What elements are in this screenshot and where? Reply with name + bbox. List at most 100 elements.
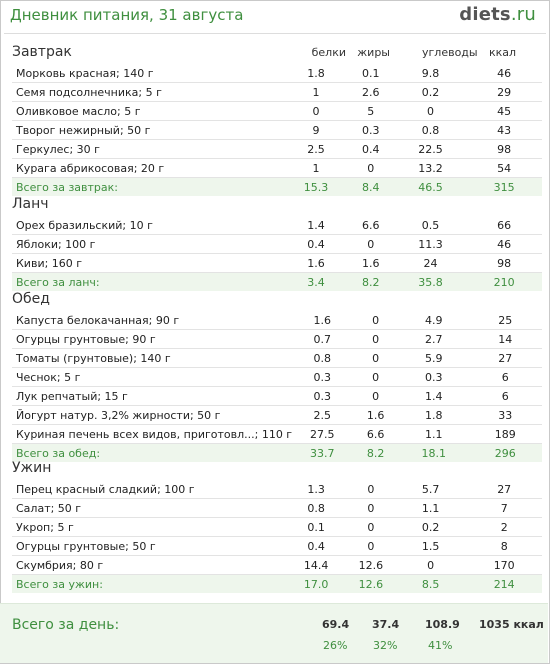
meal-section: Ланч Орех бразильский; 10 г 1.4 6.6 0.5 66 Ябл… xyxy=(0,196,550,291)
protein-value: 1.6 xyxy=(285,254,347,273)
protein-value: 0.7 xyxy=(292,330,352,349)
kcal-value: 315 xyxy=(466,178,542,197)
meal-title: Ужин xyxy=(12,460,51,476)
kcal-value: 54 xyxy=(466,159,542,178)
fat-value: 0 xyxy=(347,518,395,537)
kcal-value: 43 xyxy=(466,121,542,140)
food-name: Оливковое масло; 5 г xyxy=(12,102,285,121)
meal-section: Обед Капуста белокачанная; 90 г 1.6 0 4.9 25 О… xyxy=(0,291,550,462)
carbs-value: 1.1 xyxy=(395,499,467,518)
food-row[interactable]: Морковь красная; 140 г 1.8 0.1 9.8 46 xyxy=(12,64,542,83)
logo-main: diets xyxy=(459,4,511,25)
food-row[interactable]: Орех бразильский; 10 г 1.4 6.6 0.5 66 xyxy=(12,216,542,235)
protein-value: 1 xyxy=(285,83,347,102)
protein-value: 3.4 xyxy=(285,273,347,292)
fat-value: 0 xyxy=(352,311,399,330)
header-divider xyxy=(4,33,546,34)
meal-section: Ужин Перец красный сладкий; 100 г 1.3 0 5.7 2… xyxy=(0,460,550,593)
food-row[interactable]: Перец красный сладкий; 100 г 1.3 0 5.7 27 xyxy=(12,480,542,499)
food-row[interactable]: Яблоки; 100 г 0.4 0 11.3 46 xyxy=(12,235,542,254)
food-name: Семя подсолнечника; 5 г xyxy=(12,83,285,102)
fat-value: 5 xyxy=(347,102,395,121)
food-row[interactable]: Огурцы грунтовые; 90 г 0.7 0 2.7 14 xyxy=(12,330,542,349)
food-row[interactable]: Творог нежирный; 50 г 9 0.3 0.8 43 xyxy=(12,121,542,140)
column-header-protein: белки xyxy=(306,46,346,59)
food-row[interactable]: Лук репчатый; 15 г 0.3 0 1.4 6 xyxy=(12,387,542,406)
food-row[interactable]: Огурцы грунтовые; 50 г 0.4 0 1.5 8 xyxy=(12,537,542,556)
protein-value: 1.3 xyxy=(285,480,347,499)
day-total-panel: Всего за день: 69.4 37.4 108.9 1035 ккал… xyxy=(0,603,548,663)
protein-value: 2.5 xyxy=(285,140,347,159)
protein-value: 0.8 xyxy=(285,499,347,518)
kcal-value: 45 xyxy=(466,102,542,121)
kcal-value: 27 xyxy=(466,480,542,499)
site-logo[interactable]: diets.ru xyxy=(459,4,536,25)
kcal-value: 66 xyxy=(466,216,542,235)
meal-header: Завтрак белки жиры углеводы ккал xyxy=(0,44,550,64)
carbs-value: 2.7 xyxy=(399,330,469,349)
food-row[interactable]: Йогурт натур. 3,2% жирности; 50 г 2.5 1.6 1… xyxy=(12,406,542,425)
meal-total-row: Всего за завтрак: 15.3 8.4 46.5 315 xyxy=(12,178,542,197)
food-name: Куриная печень всех видов, приготовл...;… xyxy=(12,425,292,444)
carbs-value: 0.2 xyxy=(395,83,467,102)
kcal-value: 7 xyxy=(466,499,542,518)
protein-value: 0.8 xyxy=(292,349,352,368)
meal-table: Капуста белокачанная; 90 г 1.6 0 4.9 25 Огурц… xyxy=(12,311,542,462)
food-row[interactable]: Томаты (грунтовые); 140 г 0.8 0 5.9 27 xyxy=(12,349,542,368)
carbs-value: 0.8 xyxy=(395,121,467,140)
fat-value: 0 xyxy=(352,330,399,349)
meal-table: Орех бразильский; 10 г 1.4 6.6 0.5 66 Яблоки;… xyxy=(12,216,542,291)
kcal-value: 98 xyxy=(466,140,542,159)
fat-value: 1.6 xyxy=(347,254,395,273)
carbs-value: 0 xyxy=(395,102,467,121)
food-row[interactable]: Куриная печень всех видов, приготовл...;… xyxy=(12,425,542,444)
food-row[interactable]: Скумбрия; 80 г 14.4 12.6 0 170 xyxy=(12,556,542,575)
food-row[interactable]: Капуста белокачанная; 90 г 1.6 0 4.9 25 xyxy=(12,311,542,330)
protein-value: 9 xyxy=(285,121,347,140)
protein-value: 0.4 xyxy=(285,537,347,556)
food-row[interactable]: Курага абрикосовая; 20 г 1 0 13.2 54 xyxy=(12,159,542,178)
food-row[interactable]: Оливковое масло; 5 г 0 5 0 45 xyxy=(12,102,542,121)
day-fat-percent: 32% xyxy=(373,639,397,652)
food-row[interactable]: Чеснок; 5 г 0.3 0 0.3 6 xyxy=(12,368,542,387)
food-name: Всего за ужин: xyxy=(12,575,285,594)
protein-value: 0.4 xyxy=(285,235,347,254)
carbs-value: 1.5 xyxy=(395,537,467,556)
food-name: Морковь красная; 140 г xyxy=(12,64,285,83)
food-name: Томаты (грунтовые); 140 г xyxy=(12,349,292,368)
kcal-value: 46 xyxy=(466,235,542,254)
protein-value: 1.6 xyxy=(292,311,352,330)
carbs-value: 5.9 xyxy=(399,349,469,368)
column-header-kcal: ккал xyxy=(476,46,516,59)
food-name: Всего за ланч: xyxy=(12,273,285,292)
protein-value: 14.4 xyxy=(285,556,347,575)
protein-value: 0.3 xyxy=(292,387,352,406)
protein-value: 0 xyxy=(285,102,347,121)
food-name: Огурцы грунтовые; 50 г xyxy=(12,537,285,556)
carbs-value: 1.1 xyxy=(399,425,469,444)
meal-header: Обед xyxy=(0,291,550,311)
fat-value: 12.6 xyxy=(347,575,395,594)
food-row[interactable]: Геркулес; 30 г 2.5 0.4 22.5 98 xyxy=(12,140,542,159)
day-total-label: Всего за день: xyxy=(12,617,119,633)
food-name: Курага абрикосовая; 20 г xyxy=(12,159,285,178)
fat-value: 0 xyxy=(347,537,395,556)
meal-total-row: Всего за ланч: 3.4 8.2 35.8 210 xyxy=(12,273,542,292)
food-row[interactable]: Семя подсолнечника; 5 г 1 2.6 0.2 29 xyxy=(12,83,542,102)
fat-value: 0 xyxy=(352,387,399,406)
food-row[interactable]: Киви; 160 г 1.6 1.6 24 98 xyxy=(12,254,542,273)
kcal-value: 214 xyxy=(466,575,542,594)
food-name: Огурцы грунтовые; 90 г xyxy=(12,330,292,349)
food-row[interactable]: Укроп; 5 г 0.1 0 0.2 2 xyxy=(12,518,542,537)
food-row[interactable]: Салат; 50 г 0.8 0 1.1 7 xyxy=(12,499,542,518)
kcal-value: 25 xyxy=(469,311,542,330)
food-name: Скумбрия; 80 г xyxy=(12,556,285,575)
fat-value: 0 xyxy=(347,235,395,254)
protein-value: 1.4 xyxy=(285,216,347,235)
carbs-value: 22.5 xyxy=(395,140,467,159)
food-name: Капуста белокачанная; 90 г xyxy=(12,311,292,330)
meal-table: Перец красный сладкий; 100 г 1.3 0 5.7 27 Сал… xyxy=(12,480,542,593)
meal-title: Обед xyxy=(12,291,50,307)
carbs-value: 0.3 xyxy=(399,368,469,387)
food-name: Киви; 160 г xyxy=(12,254,285,273)
